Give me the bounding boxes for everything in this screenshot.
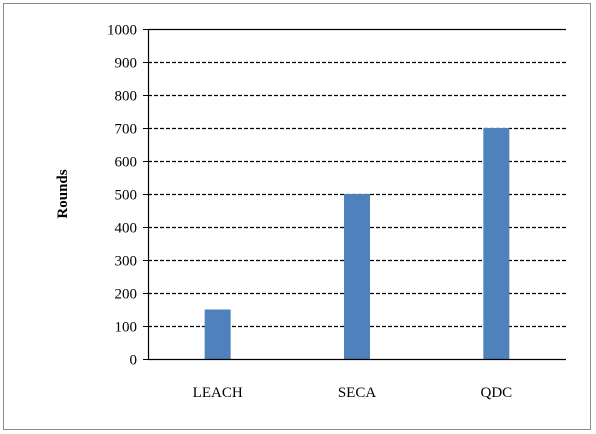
y-tick-labels: 0 100 200 300 400 500 600 700 800 900 1000 bbox=[107, 23, 137, 369]
y-tick-label-400: 400 bbox=[115, 221, 138, 237]
y-tick-label-600: 600 bbox=[115, 155, 138, 171]
y-tick-label-500: 500 bbox=[115, 188, 138, 204]
y-tick-label-700: 700 bbox=[115, 122, 138, 138]
y-tick-label-1000: 1000 bbox=[107, 23, 137, 39]
bar-qdc bbox=[483, 128, 510, 359]
y-tick-label-200: 200 bbox=[115, 287, 138, 303]
bars bbox=[204, 128, 510, 359]
bar-seca bbox=[344, 194, 370, 359]
x-category-labels: LEACH SECA QDC bbox=[193, 385, 513, 401]
bar-leach bbox=[204, 309, 231, 359]
y-tick-label-0: 0 bbox=[130, 353, 138, 369]
x-category-label-seca: SECA bbox=[338, 385, 377, 401]
y-tick-label-100: 100 bbox=[115, 320, 138, 336]
x-category-label-qdc: QDC bbox=[480, 385, 512, 401]
y-tick-label-300: 300 bbox=[115, 254, 138, 270]
axes bbox=[143, 29, 566, 361]
y-tick-label-800: 800 bbox=[115, 89, 138, 105]
x-category-label-leach: LEACH bbox=[193, 385, 243, 401]
y-tick-label-900: 900 bbox=[115, 56, 138, 72]
y-axis-title: Rounds bbox=[55, 169, 71, 218]
